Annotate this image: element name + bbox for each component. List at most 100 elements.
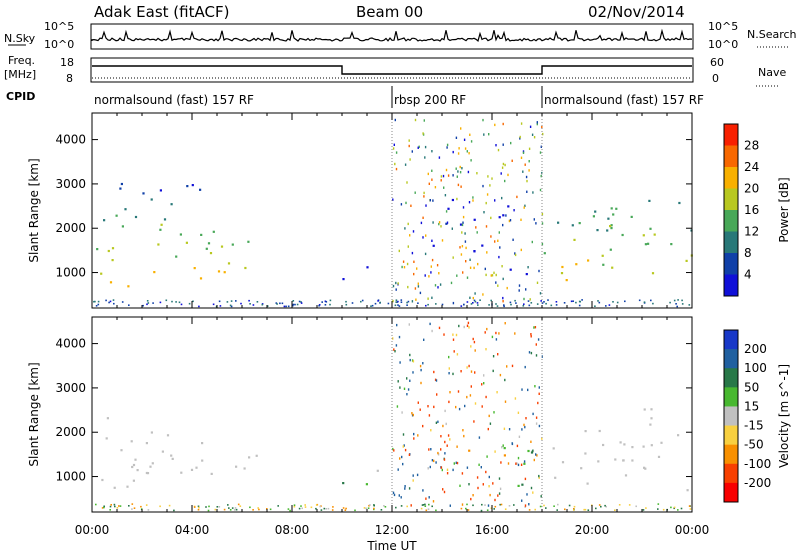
echo-cell (535, 354, 538, 357)
echo-cell (190, 468, 194, 471)
echo-cell (448, 400, 450, 404)
echo-cell (503, 427, 506, 430)
echo-cell (431, 169, 433, 172)
echo-cell (395, 301, 397, 303)
echo-cell (318, 304, 320, 307)
echo-cell (395, 344, 398, 347)
echo-cell (458, 407, 461, 411)
echo-cell (467, 321, 470, 325)
echo-cell (678, 201, 681, 205)
echo-cell (171, 300, 173, 303)
echo-cell (248, 299, 250, 302)
echo-cell (571, 224, 574, 227)
echo-cell (504, 163, 506, 167)
echo-cell (575, 301, 577, 304)
echo-cell (494, 240, 496, 243)
echo-cell (412, 474, 414, 477)
echo-cell (406, 301, 408, 304)
echo-cell (192, 300, 194, 303)
echo-cell (433, 370, 435, 374)
echo-cell (494, 498, 496, 502)
echo-cell (465, 260, 467, 263)
echo-cell (498, 216, 501, 219)
echo-cell (512, 238, 514, 241)
echo-cell (406, 393, 408, 396)
echo-cell (535, 222, 537, 225)
echo-cell (460, 253, 463, 256)
echo-cell (631, 459, 634, 462)
echo-cell (497, 148, 500, 152)
echo-cell (425, 304, 427, 307)
x-tick-label: 00:00 (675, 523, 710, 537)
echo-cell (575, 263, 578, 266)
echo-cell (165, 299, 168, 302)
echo-cell (488, 475, 490, 479)
echo-cell (498, 231, 500, 234)
echo-cell (473, 299, 476, 302)
echo-cell (492, 369, 494, 373)
echo-cell (394, 304, 397, 307)
colorbar-cell (724, 330, 738, 350)
echo-cell (462, 221, 464, 224)
echo-cell (136, 469, 139, 472)
nsearch-label: N.Search (747, 28, 797, 41)
echo-cell (171, 457, 174, 460)
echo-cell (662, 508, 665, 511)
echo-cell (492, 482, 494, 485)
echo-cell (415, 298, 417, 301)
echo-cell (115, 214, 118, 217)
echo-cell (458, 147, 460, 150)
echo-cell (470, 345, 472, 348)
echo-cell (363, 507, 366, 509)
echo-cell (212, 230, 215, 233)
echo-cell (531, 133, 534, 136)
echo-cell (511, 364, 514, 368)
echo-cell (458, 324, 460, 328)
echo-cell (441, 468, 443, 472)
echo-cell (541, 222, 544, 225)
echo-cell (255, 454, 258, 457)
echo-cell (214, 508, 217, 511)
echo-cell (670, 243, 673, 246)
echo-cell (413, 437, 415, 440)
echo-cell (533, 458, 535, 462)
echo-cell (404, 448, 407, 452)
echo-cell (543, 301, 545, 303)
echo-cell (411, 300, 414, 303)
echo-cell (424, 274, 426, 277)
echo-cell (622, 459, 625, 462)
echo-cell (395, 506, 397, 509)
echo-cell (400, 203, 403, 206)
echo-cell (531, 450, 534, 453)
echo-cell (557, 221, 560, 224)
echo-cell (502, 223, 504, 227)
echo-cell (373, 504, 375, 507)
echo-cell (252, 304, 255, 306)
echo-cell (688, 304, 691, 306)
echo-cell (502, 143, 504, 146)
echo-cell (650, 408, 653, 411)
echo-cell (430, 265, 432, 268)
echo-cell (434, 378, 437, 381)
echo-cell (514, 332, 516, 335)
echo-cell (131, 503, 134, 505)
echo-cell (428, 275, 430, 278)
echo-cell (113, 302, 115, 305)
echo-cell (499, 246, 501, 249)
cpid-row: normalsound (fast) 157 RF rbsp 200 RF norm… (94, 86, 704, 108)
echo-cell (400, 505, 403, 507)
echo-cell (499, 503, 501, 506)
echo-cell (489, 184, 491, 187)
echo-cell (437, 420, 439, 423)
echo-cell (473, 340, 476, 344)
colorbar-tick-label: 15 (744, 399, 759, 413)
echo-cell (442, 174, 445, 178)
echo-cell (431, 459, 434, 462)
echo-cell (537, 338, 540, 341)
echo-cell (235, 508, 238, 511)
echo-cell (397, 304, 399, 306)
echo-cell (409, 158, 411, 161)
echo-cell (507, 205, 510, 208)
echo-cell (468, 364, 470, 368)
echo-cell (395, 288, 397, 291)
